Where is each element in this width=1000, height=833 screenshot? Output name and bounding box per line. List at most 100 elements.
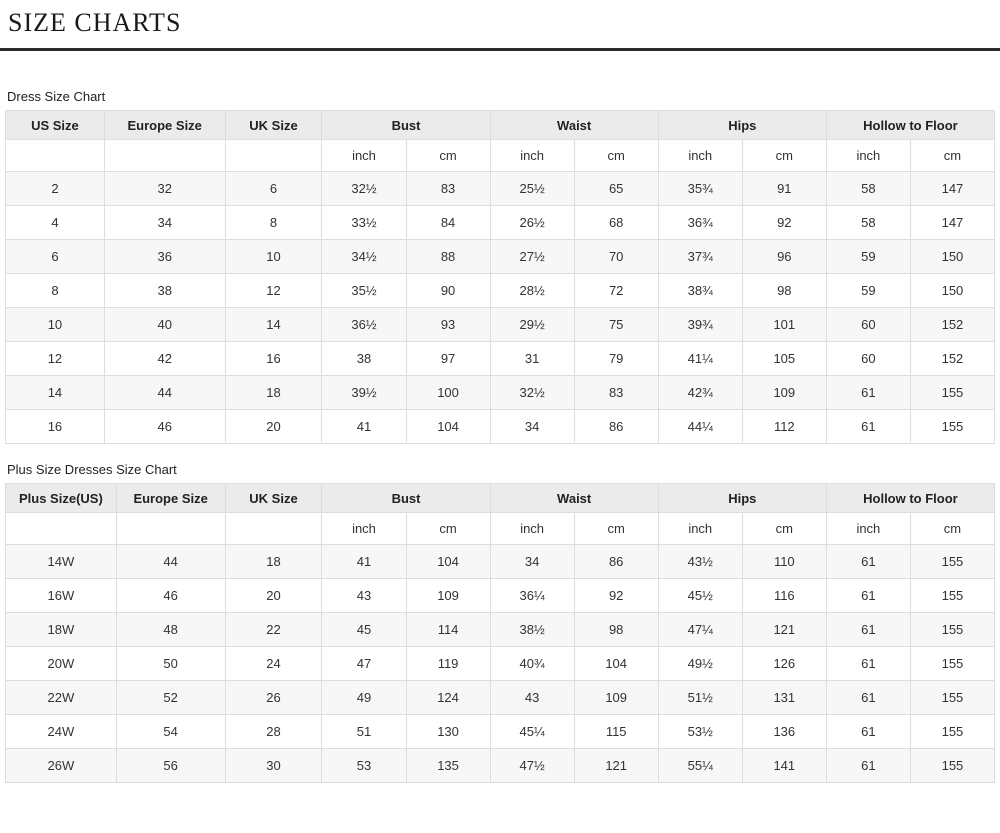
table-cell: 155	[909, 680, 996, 715]
table-cell: 79	[573, 341, 659, 376]
table-cell: 155	[909, 578, 996, 613]
table-cell: 55¼	[657, 748, 743, 783]
column-header: Hips	[657, 110, 827, 140]
table-header-row: US Size Europe Size UK Size Bust Waist Hips Ho…	[5, 110, 996, 140]
table-cell: 36½	[321, 307, 407, 342]
table-cell: 121	[573, 748, 659, 783]
table-cell: 109	[573, 680, 659, 715]
table-cell: 110	[741, 544, 827, 579]
unit-header: inch	[489, 139, 575, 172]
table-cell: 32	[103, 171, 226, 206]
table-cell: 152	[909, 341, 996, 376]
table-cell: 75	[573, 307, 659, 342]
column-header: Plus Size(US)	[5, 483, 117, 513]
unit-header	[224, 512, 323, 545]
table-cell: 44	[115, 544, 226, 579]
column-header: Bust	[321, 110, 491, 140]
table-row: 14W 44 18 41 104 34 86 43½ 110 61 155	[5, 544, 996, 579]
column-header: Hollow to Floor	[825, 483, 996, 513]
table-cell: 90	[405, 273, 491, 308]
table-cell: 155	[909, 714, 996, 749]
table-cell: 46	[115, 578, 226, 613]
column-header: Bust	[321, 483, 491, 513]
table-cell: 59	[825, 273, 911, 308]
table-row: 4 34 8 33½ 84 26½ 68 36¾ 92 58 147	[5, 205, 996, 240]
column-header: Hips	[657, 483, 827, 513]
table-cell: 53½	[657, 714, 743, 749]
table-cell: 44¼	[657, 409, 743, 444]
table-cell: 38	[103, 273, 226, 308]
table-cell: 39½	[321, 375, 407, 410]
table-row: 8 38 12 35½ 90 28½ 72 38¾ 98 59 150	[5, 273, 996, 308]
unit-header: inch	[489, 512, 575, 545]
table-cell: 147	[909, 205, 996, 240]
table-row: 22W 52 26 49 124 43 109 51½ 131 61 155	[5, 680, 996, 715]
unit-header: cm	[741, 139, 827, 172]
table-cell: 12	[5, 341, 105, 376]
table-cell: 32½	[321, 171, 407, 206]
table-cell: 60	[825, 341, 911, 376]
column-header: Waist	[489, 483, 659, 513]
table-cell: 96	[741, 239, 827, 274]
table-cell: 26½	[489, 205, 575, 240]
table-cell: 53	[321, 748, 407, 783]
unit-header: cm	[405, 139, 491, 172]
dress-size-chart-table: US Size Europe Size UK Size Bust Waist Hips Ho…	[5, 110, 996, 444]
table-cell: 34½	[321, 239, 407, 274]
table-cell: 155	[909, 646, 996, 681]
column-header: Europe Size	[115, 483, 226, 513]
table-row: 14 44 18 39½ 100 32½ 83 42¾ 109 61 155	[5, 375, 996, 410]
table-cell: 130	[405, 714, 491, 749]
table-cell: 105	[741, 341, 827, 376]
table-cell: 41	[321, 409, 407, 444]
table-cell: 28	[224, 714, 323, 749]
table-cell: 16W	[5, 578, 117, 613]
table-cell: 152	[909, 307, 996, 342]
table-cell: 61	[825, 714, 911, 749]
table-cell: 44	[103, 375, 226, 410]
unit-header: inch	[825, 139, 911, 172]
unit-header: inch	[321, 512, 407, 545]
table-cell: 115	[573, 714, 659, 749]
table-cell: 72	[573, 273, 659, 308]
table-cell: 37¾	[657, 239, 743, 274]
table-cell: 86	[573, 544, 659, 579]
table-cell: 38¾	[657, 273, 743, 308]
table-cell: 36	[103, 239, 226, 274]
table-cell: 135	[405, 748, 491, 783]
table-cell: 52	[115, 680, 226, 715]
table-cell: 31	[489, 341, 575, 376]
table-cell: 155	[909, 544, 996, 579]
table-cell: 131	[741, 680, 827, 715]
table-cell: 16	[224, 341, 323, 376]
unit-header: cm	[909, 139, 996, 172]
table-cell: 136	[741, 714, 827, 749]
table-cell: 49	[321, 680, 407, 715]
plus-size-chart-table: Plus Size(US) Europe Size UK Size Bust Waist…	[5, 483, 996, 783]
table-cell: 98	[741, 273, 827, 308]
table-cell: 45	[321, 612, 407, 647]
table-cell: 93	[405, 307, 491, 342]
unit-header	[115, 512, 226, 545]
table-cell: 14	[5, 375, 105, 410]
table-cell: 116	[741, 578, 827, 613]
page-title: SIZE CHARTS	[8, 8, 182, 37]
table-cell: 61	[825, 578, 911, 613]
table-cell: 112	[741, 409, 827, 444]
table-cell: 86	[573, 409, 659, 444]
table-cell: 8	[224, 205, 323, 240]
table-cell: 56	[115, 748, 226, 783]
table-cell: 20	[224, 578, 323, 613]
table-row: 26W 56 30 53 135 47½ 121 55¼ 141 61 155	[5, 748, 996, 783]
unit-header-row: inch cm inch cm inch cm inch cm	[5, 139, 996, 172]
table-cell: 46	[103, 409, 226, 444]
column-header: Hollow to Floor	[825, 110, 996, 140]
table-cell: 43	[489, 680, 575, 715]
table-cell: 84	[405, 205, 491, 240]
table-cell: 14W	[5, 544, 117, 579]
table-cell: 150	[909, 239, 996, 274]
table-cell: 24	[224, 646, 323, 681]
table-cell: 54	[115, 714, 226, 749]
unit-header: inch	[825, 512, 911, 545]
unit-header: cm	[573, 139, 659, 172]
